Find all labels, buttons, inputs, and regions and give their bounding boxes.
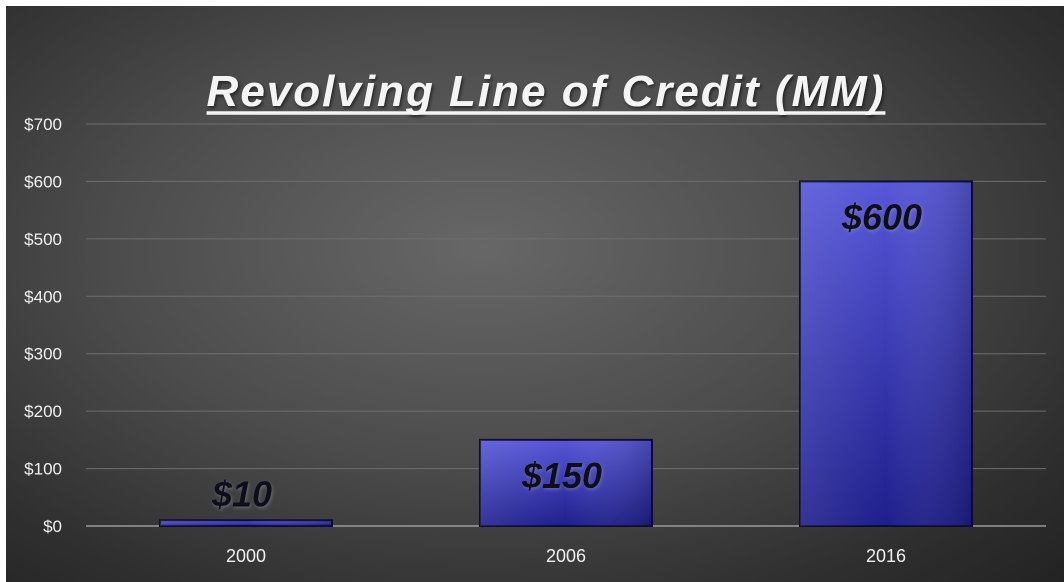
bar-chart: $0$100$200$300$400$500$600$700 2000 2006 2… (24, 67, 1046, 566)
data-label: $10 (211, 473, 272, 514)
y-tick-label: $0 (43, 517, 62, 536)
data-label: $600 (841, 196, 922, 237)
chart-title-group: Revolving Line of Credit (MM) (206, 67, 886, 116)
y-tick-label: $600 (24, 172, 62, 191)
x-axis: 2000 2006 2016 (226, 546, 906, 566)
y-tick-label: $500 (24, 230, 62, 249)
bar-shine-2016 (800, 181, 972, 526)
y-tick-label: $400 (24, 287, 62, 306)
bars (159, 180, 973, 528)
y-tick-label: $300 (24, 345, 62, 364)
x-tick-label: 2000 (226, 546, 266, 566)
x-tick-label: 2006 (546, 546, 586, 566)
chart-panel: $0 $100 $200 $300 $400 $500 $600 $700 2000 2006 2… (6, 6, 1064, 582)
x-tick-label: 2016 (866, 546, 906, 566)
y-tick-label: $100 (24, 460, 62, 479)
data-labels: $10 $150 $600 (211, 196, 922, 514)
y-tick-label: $700 (24, 115, 62, 134)
bar-shine-2006 (480, 439, 652, 526)
y-axis: $0 $100 $200 $300 $400 $500 $600 $700 (24, 115, 62, 536)
bar-shine-2000 (160, 520, 332, 526)
data-label: $150 (521, 455, 602, 496)
y-tick-label: $200 (24, 402, 62, 421)
chart-title: Revolving Line of Credit (MM) (207, 67, 886, 116)
